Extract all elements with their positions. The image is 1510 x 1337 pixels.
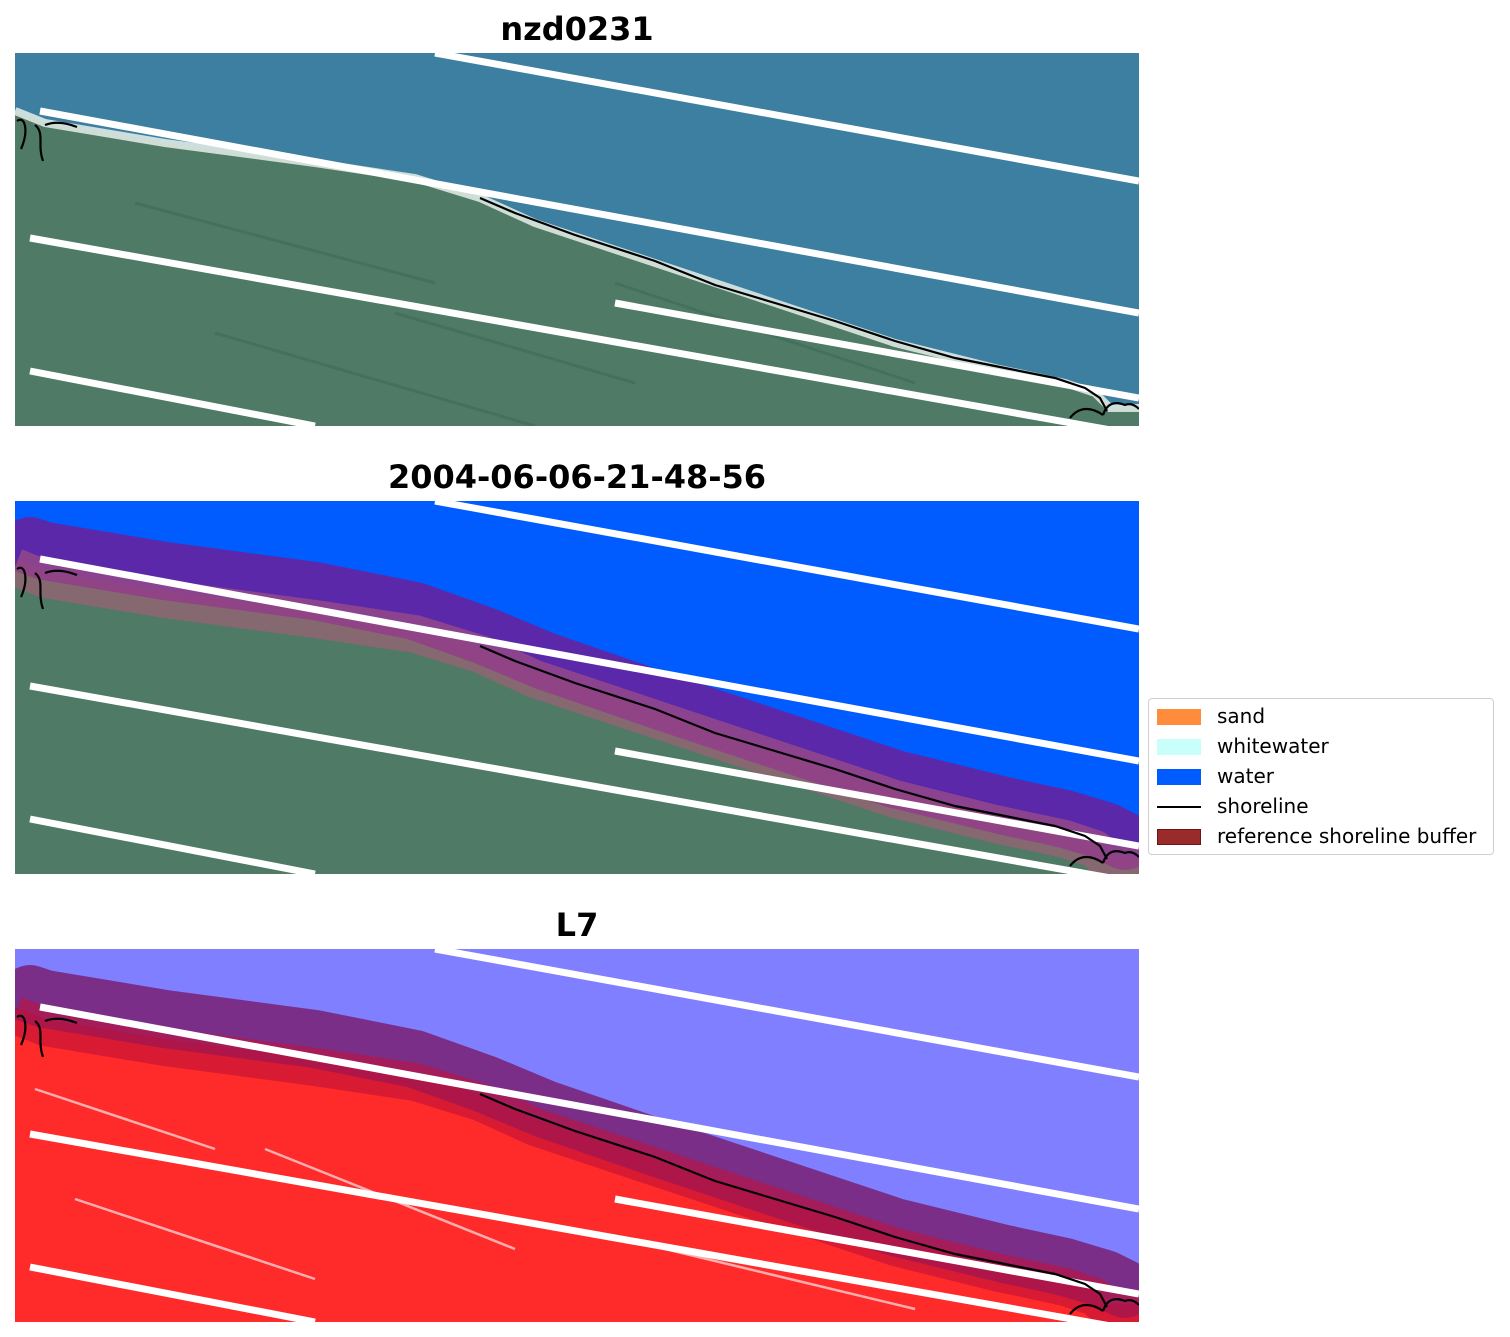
rgb-satellite-image (15, 53, 1139, 426)
panel-title-rgb: nzd0231 (500, 10, 654, 48)
shoreline-east-fragment (1069, 850, 1139, 867)
scan-gap-stripe (434, 53, 1139, 185)
shoreline-west-fragment (16, 566, 78, 610)
scan-gap-stripe (614, 1195, 1139, 1298)
shoreline-line (479, 1092, 1108, 1308)
shoreline-line (479, 196, 1108, 412)
scan-gap-stripe (434, 501, 1139, 633)
scan-gap-stripe (29, 367, 316, 426)
legend-item-sand: sand (1149, 701, 1493, 731)
scan-gap-stripe (434, 949, 1139, 1081)
scan-gap-stripe (39, 107, 1139, 317)
legend-item-water: water (1149, 761, 1493, 791)
classified-image-panel (15, 501, 1139, 874)
legend-label-buffer: reference shoreline buffer (1217, 824, 1477, 848)
legend-item-whitewater: whitewater (1149, 731, 1493, 761)
water-index-image (15, 949, 1139, 1322)
classified-image (15, 501, 1139, 874)
buffer-land-overlap (15, 549, 1139, 874)
shoreline-line (479, 644, 1108, 860)
scan-gap-stripe (29, 1130, 1109, 1322)
scan-gap-stripe (614, 299, 1139, 402)
reference-shoreline-buffer (15, 965, 1139, 1318)
legend-swatch-shoreline (1157, 806, 1201, 808)
scan-gap-stripe (29, 234, 1109, 426)
panel-title-index: L7 (555, 906, 599, 944)
legend-swatch-sand (1157, 709, 1201, 725)
legend-label-sand: sand (1217, 704, 1266, 728)
legend: sand whitewater water shoreline referenc… (1148, 698, 1494, 855)
index-land-feature (664, 1247, 916, 1311)
legend-label-whitewater: whitewater (1217, 734, 1329, 758)
scan-gap-stripe (29, 1263, 316, 1322)
shoreline-east-fragment (1069, 1298, 1139, 1315)
scan-gap-stripe (29, 682, 1109, 874)
legend-item-buffer: reference shoreline buffer (1149, 821, 1493, 851)
legend-swatch-water (1157, 769, 1201, 785)
scan-gap-stripe (39, 1003, 1139, 1213)
field-boundary (214, 331, 536, 426)
scan-gap-stripe (614, 747, 1139, 850)
index-image-panel (15, 949, 1139, 1322)
scan-gap-stripe (29, 815, 316, 874)
shoreline-west-fragment (16, 118, 78, 162)
legend-label-water: water (1217, 764, 1274, 788)
legend-swatch-whitewater (1157, 739, 1201, 755)
legend-swatch-buffer (1157, 829, 1201, 845)
index-land-feature (74, 1197, 316, 1281)
reference-shoreline-buffer (15, 517, 1139, 870)
rgb-image-panel (15, 53, 1139, 426)
shoreline-west-fragment (16, 1014, 78, 1058)
legend-item-shoreline: shoreline (1149, 791, 1493, 821)
shoreline-east-fragment (1069, 402, 1139, 419)
field-boundary (134, 201, 436, 285)
legend-label-shoreline: shoreline (1217, 794, 1309, 818)
scan-gap-stripe (39, 555, 1139, 765)
buffer-land-overlap (15, 997, 1139, 1322)
index-land-feature (34, 1087, 216, 1151)
field-boundary (394, 311, 636, 385)
panel-title-classified: 2004-06-06-21-48-56 (387, 458, 767, 496)
